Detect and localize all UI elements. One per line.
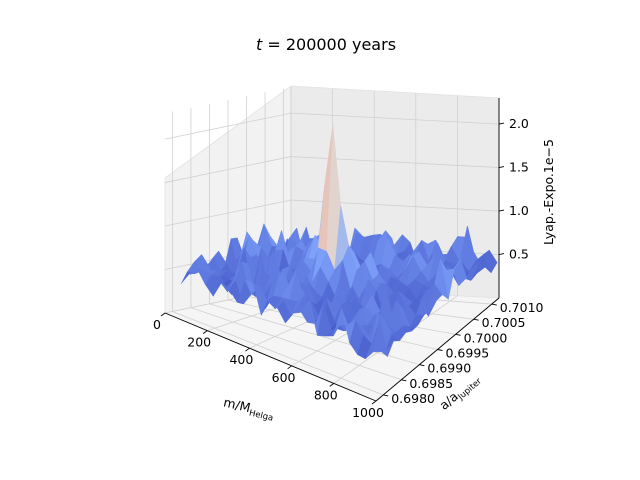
axis-lines: [160, 98, 505, 405]
x-tick-mark: [202, 330, 208, 334]
z-tick-mark: [498, 209, 505, 212]
surface-mesh: [180, 125, 498, 360]
y-tick-label: 0.6985: [409, 376, 453, 391]
surface-patch: [373, 319, 388, 358]
x-tick-label: 0: [153, 317, 161, 332]
x-tick-label: 400: [229, 352, 253, 367]
z-tick-label: 2.0: [509, 116, 529, 131]
y-grid-line: [209, 303, 420, 366]
x-tick-label: 1000: [352, 405, 384, 420]
y-tick-label: 0.6980: [391, 391, 435, 406]
x-tick-mark: [287, 365, 292, 370]
x-tick-label: 600: [272, 370, 296, 385]
y-tick-mark: [437, 349, 443, 351]
z-tick-mark: [498, 253, 505, 255]
x-tick-label: 800: [314, 387, 338, 402]
y-tick-label: 0.7000: [464, 330, 508, 345]
x-tick-labels: 0 200 400 600 800 1000: [153, 317, 384, 420]
z-tick-mark: [498, 166, 505, 169]
z-tick-label: 1.0: [509, 203, 529, 218]
z-grid-line: [290, 112, 500, 125]
y-tick-labels: 0.69800.69850.69900.69950.70000.70050.70…: [391, 300, 543, 406]
y-tick-mark: [455, 333, 461, 336]
y-tick-mark: [473, 318, 479, 321]
z-grid-line: [164, 112, 292, 140]
z-axis-label: Lyap.-Expo.1e−5: [541, 139, 556, 245]
y-grid-line: [172, 311, 384, 396]
x-tick-mark: [245, 347, 250, 352]
z-tick-label: 0.5: [509, 247, 529, 262]
x-axis-line: [164, 312, 377, 402]
y-tick-mark: [401, 379, 407, 382]
y-tick-label: 0.6995: [446, 346, 490, 361]
x-tick-mark: [160, 312, 166, 317]
y-tick-label: 0.6990: [427, 361, 471, 376]
x-tick-label: 200: [187, 335, 211, 350]
z-grid-line: [164, 156, 292, 183]
y-tick-mark: [491, 303, 497, 306]
y-tick-label: 0.7005: [482, 315, 526, 330]
y-tick-label: 0.7010: [500, 300, 544, 315]
y-grid-line: [190, 307, 402, 381]
y-tick-mark: [419, 364, 425, 367]
z-tick-label: 1.5: [509, 160, 529, 175]
chart-title: t = 200000 years: [256, 35, 396, 54]
y-tick-mark: [383, 394, 389, 397]
x-tick-mark: [371, 400, 377, 405]
z-tick-mark: [498, 122, 505, 125]
z-tick-labels: 0.5 1.0 1.5 2.0: [509, 116, 529, 261]
z-grid-line: [290, 156, 500, 168]
x-tick-mark: [329, 383, 335, 387]
z-grid-line: [164, 199, 292, 227]
